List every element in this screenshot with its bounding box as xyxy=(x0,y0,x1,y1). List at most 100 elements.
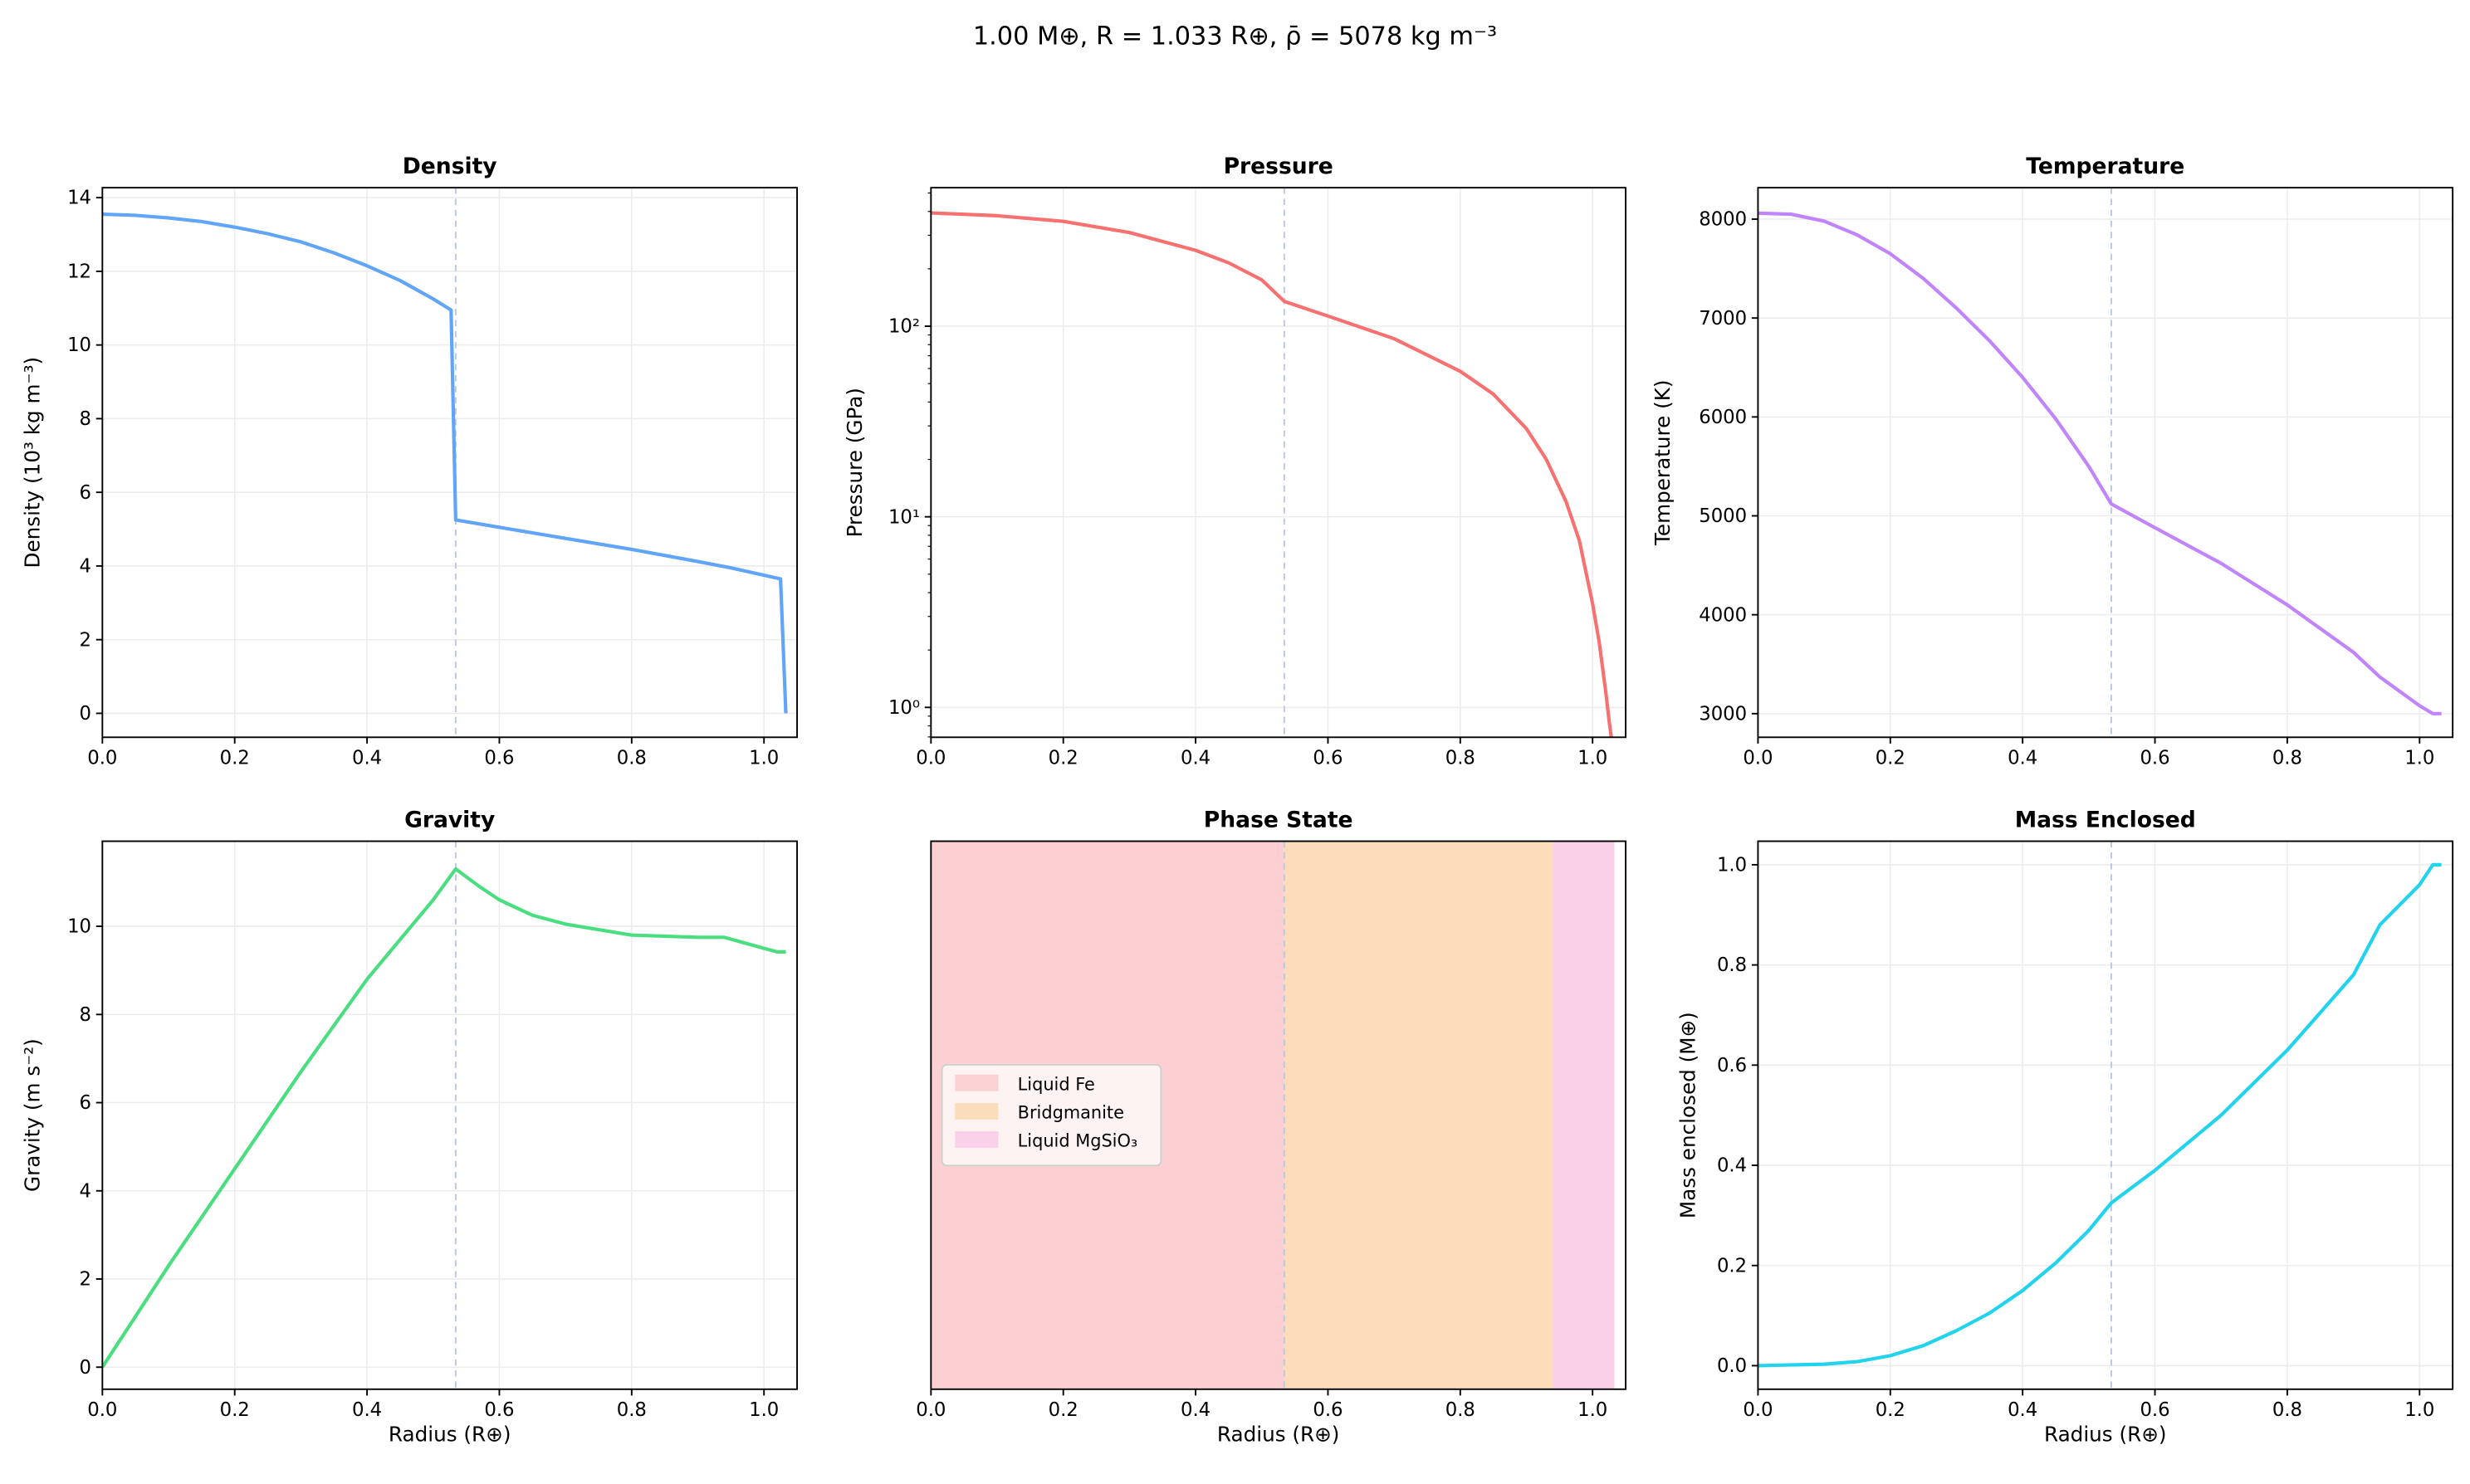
x-tick-label: 0.2 xyxy=(1049,748,1078,769)
figure-suptitle: 1.00 M⊕, R = 1.033 R⊕, ρ̄ = 5078 kg m⁻³ xyxy=(973,22,1497,51)
legend-label: Liquid Fe xyxy=(1018,1074,1095,1094)
series-line xyxy=(931,211,1613,738)
x-tick-label: 0.2 xyxy=(1049,1399,1078,1421)
x-tick-label: 0.4 xyxy=(352,748,382,769)
x-tick-label: 0.4 xyxy=(352,1399,382,1421)
y-tick-label: 10 xyxy=(67,916,91,938)
y-tick-label: 5000 xyxy=(1699,505,1747,527)
panel-phase-state: 0.0 0.2 0.4 0.6 0.8 1.0 Phase State Radius (R⊕)… xyxy=(916,807,1626,1446)
panel-mass-enclosed: 0.0 0.2 0.4 0.6 0.8 1.0 0.0 0.2 0.4 0.6 0.8 1.0 Mass… xyxy=(1676,807,2454,1446)
x-axis-label: Radius (R⊕) xyxy=(2044,1422,2167,1446)
x-tick-label: 0.0 xyxy=(87,1399,117,1421)
y-tick-label: 8 xyxy=(80,1004,91,1026)
y-axis-label: Pressure (GPa) xyxy=(843,388,867,537)
y-tick-label: 0.2 xyxy=(1717,1255,1747,1277)
x-tick-label: 0.4 xyxy=(2008,1399,2037,1421)
panel-gravity: 0.0 0.2 0.4 0.6 0.8 1.0 0 2 4 6 8 10 Gravity Radius (… xyxy=(20,807,798,1446)
x-tick-label: 0.2 xyxy=(220,1399,250,1421)
x-tick-label: 0.0 xyxy=(916,748,946,769)
x-tick-label: 0.8 xyxy=(1445,748,1475,769)
x-tick-label: 0.8 xyxy=(1445,1399,1475,1421)
series-line xyxy=(102,212,788,714)
legend-label: Bridgmanite xyxy=(1018,1102,1124,1122)
y-tick-label: 10 xyxy=(67,334,91,356)
axes-frame xyxy=(101,840,798,1390)
axes-frame xyxy=(1757,187,2454,739)
y-axis-label: Gravity (m s⁻²) xyxy=(20,1038,44,1192)
axes-frame xyxy=(101,187,798,739)
legend-label: Liquid MgSiO₃ xyxy=(1018,1131,1138,1151)
axes-frame xyxy=(930,187,1626,739)
y-tick-label: 0 xyxy=(80,703,91,725)
y-tick-label: 8 xyxy=(80,408,91,430)
y-tick-label: 2 xyxy=(80,629,91,651)
y-tick-label: 4000 xyxy=(1699,604,1747,626)
x-tick-label: 0.0 xyxy=(87,748,117,769)
series-line xyxy=(1758,862,2442,1368)
phase-region xyxy=(1553,841,1615,1389)
x-tick-label: 0.4 xyxy=(1181,1399,1211,1421)
panel-density: 0.0 0.2 0.4 0.6 0.8 1.0 0 2 4 6 8 10 12 14 Density Dens… xyxy=(20,154,798,769)
x-tick-label: 0.2 xyxy=(220,748,250,769)
y-tick-label: 3000 xyxy=(1699,703,1747,725)
y-tick-label: 0 xyxy=(80,1357,91,1379)
y-tick-label: 6000 xyxy=(1699,407,1747,428)
y-tick-label: 0.8 xyxy=(1717,954,1747,976)
y-tick-label: 2 xyxy=(80,1269,91,1291)
y-tick-label: 8000 xyxy=(1699,209,1747,231)
x-tick-label: 1.0 xyxy=(749,1399,779,1421)
x-axis-label: Radius (R⊕) xyxy=(1217,1422,1340,1446)
x-tick-label: 0.2 xyxy=(1876,1399,1905,1421)
panel-temperature: 0.0 0.2 0.4 0.6 0.8 1.0 3000 4000 5000 6000 7000 80… xyxy=(1651,154,2454,769)
y-axis-label: Temperature (K) xyxy=(1651,380,1675,546)
x-tick-label: 1.0 xyxy=(1577,1399,1607,1421)
x-tick-label: 0.0 xyxy=(916,1399,946,1421)
x-tick-label: 0.8 xyxy=(617,748,647,769)
x-tick-label: 0.4 xyxy=(2008,748,2037,769)
x-tick-label: 0.8 xyxy=(2272,1399,2302,1421)
y-tick-label: 6 xyxy=(80,482,91,504)
x-tick-label: 0.6 xyxy=(2140,748,2169,769)
y-tick-label: 4 xyxy=(80,1180,91,1202)
y-axis-label: Density (10³ kg m⁻³) xyxy=(20,357,44,569)
panel-title: Phase State xyxy=(1204,807,1353,832)
y-tick-label: 0.4 xyxy=(1717,1155,1747,1177)
y-tick-label: 7000 xyxy=(1699,308,1747,330)
x-tick-label: 0.6 xyxy=(484,1399,514,1421)
x-tick-label: 0.8 xyxy=(617,1399,647,1421)
panel-title: Pressure xyxy=(1224,154,1333,179)
x-tick-label: 1.0 xyxy=(2404,1399,2434,1421)
panel-title: Mass Enclosed xyxy=(2015,807,2196,832)
x-axis-label: Radius (R⊕) xyxy=(389,1422,511,1446)
series-line xyxy=(1758,211,2442,715)
y-axis-label: Mass enclosed (M⊕) xyxy=(1676,1012,1700,1218)
panel-title: Temperature xyxy=(2026,154,2184,179)
y-tick-label: 14 xyxy=(67,188,91,209)
legend-swatch xyxy=(955,1102,999,1120)
y-tick-label: 0.6 xyxy=(1717,1055,1747,1076)
y-tick-label: 12 xyxy=(67,261,91,282)
panel-pressure: 0.0 0.2 0.4 0.6 0.8 1.0 10⁰ 10¹ 10² Pressure Press… xyxy=(843,154,1626,769)
x-tick-label: 0.2 xyxy=(1876,748,1905,769)
x-tick-label: 1.0 xyxy=(749,748,779,769)
y-tick-label: 1.0 xyxy=(1717,854,1747,876)
legend: Liquid Fe Bridgmanite Liquid MgSiO₃ xyxy=(941,1064,1162,1167)
axes-frame xyxy=(930,840,1626,1390)
y-tick-label: 10² xyxy=(888,316,920,338)
legend-swatch xyxy=(955,1131,999,1149)
x-tick-label: 0.0 xyxy=(1743,748,1773,769)
x-tick-label: 0.6 xyxy=(1313,1399,1343,1421)
x-tick-label: 0.8 xyxy=(2272,748,2302,769)
panel-title: Density xyxy=(403,154,497,179)
panel-title: Gravity xyxy=(404,807,495,832)
series-line xyxy=(102,866,786,1369)
phase-region xyxy=(1284,841,1553,1389)
x-tick-label: 0.6 xyxy=(2140,1399,2169,1421)
x-tick-label: 0.6 xyxy=(1313,748,1343,769)
y-tick-label: 0.0 xyxy=(1717,1355,1747,1377)
legend-swatch xyxy=(955,1074,999,1091)
x-tick-label: 1.0 xyxy=(2404,748,2434,769)
x-tick-label: 0.6 xyxy=(484,748,514,769)
y-tick-label: 4 xyxy=(80,556,91,578)
